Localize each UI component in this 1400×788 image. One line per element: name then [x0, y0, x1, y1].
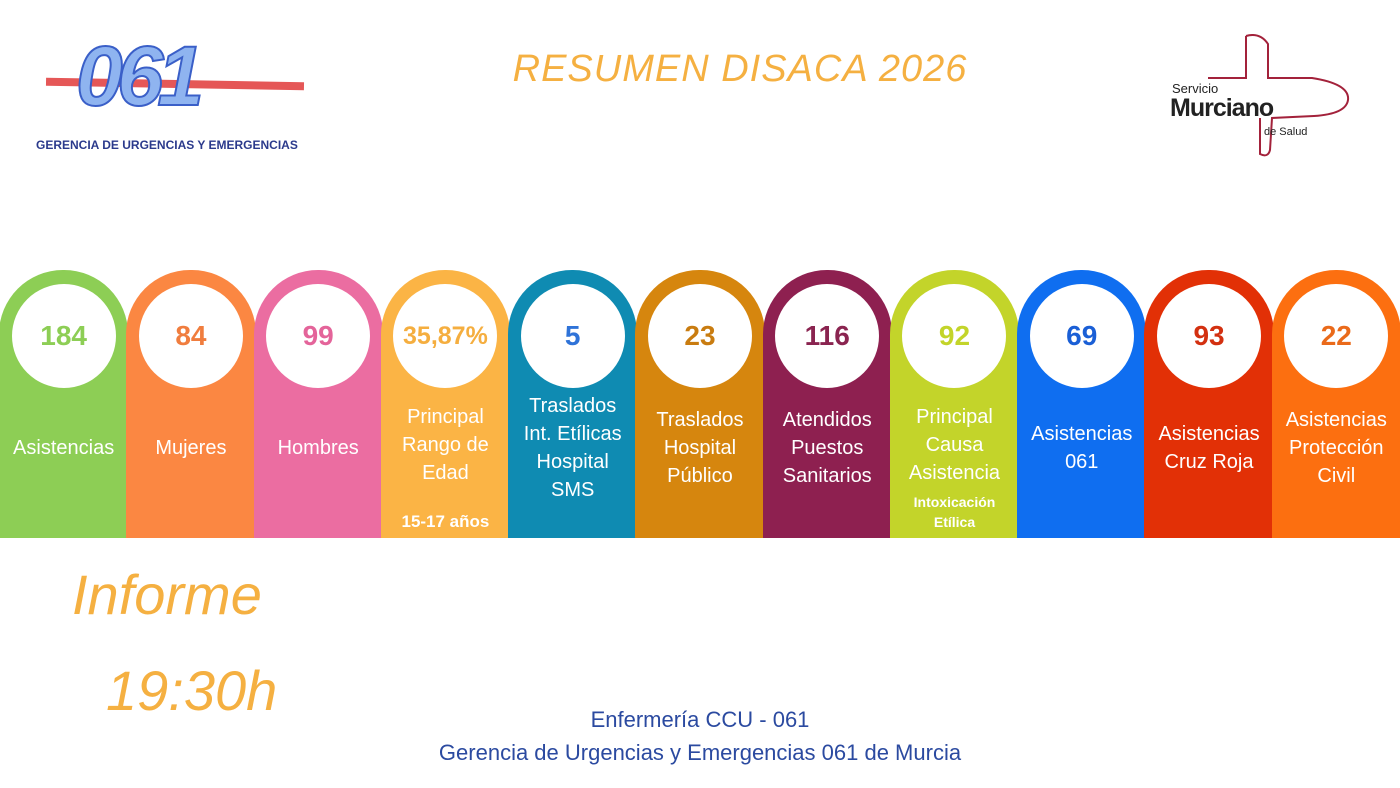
stat-card: 99 Hombres	[253, 270, 383, 538]
report-time: 19:30h	[106, 659, 278, 722]
cross-icon	[1208, 34, 1350, 157]
logo-servicio-murciano-salud: Servicio Murciano de Salud	[1168, 34, 1358, 158]
footer-line-1: Enfermería CCU - 061	[590, 707, 810, 732]
stats-cards: 184 Asistencias 84 Mujeres 99 Hombres 35,87% Pr…	[0, 270, 1400, 538]
stat-label: Mujeres	[155, 437, 227, 459]
stat-card: 35,87% Principal Rango de Edad 15-17 años	[380, 270, 511, 538]
stat-label: Asistencias Protección Civil	[1285, 409, 1387, 487]
stat-card: 92 Principal Causa Asistencia Intoxicación…	[889, 270, 1020, 538]
stat-value: 5	[520, 284, 625, 388]
stat-card: 23 Traslados Hospital Público	[635, 270, 765, 538]
stat-label: Principal Causa Asistencia	[908, 406, 1001, 484]
footer-line-2: Gerencia de Urgencias y Emergencias 061 …	[438, 740, 962, 765]
stat-card: 22 Asistencias Protección Civil	[1271, 270, 1400, 538]
logo-061-number: 061	[75, 28, 205, 124]
stat-label: Traslados Hospital Público	[656, 409, 744, 487]
stat-card: 116 Atendidos Puestos Sanitarios	[762, 270, 892, 538]
stat-value: 69	[1029, 284, 1134, 388]
stat-value: 116	[775, 284, 880, 388]
logo-text-murciano: Murciano	[1170, 94, 1274, 122]
stat-card: 69 Asistencias 061	[1017, 270, 1147, 538]
logo-061: 061 GERENCIA DE URGENCIAS Y EMERGENCIAS	[36, 28, 316, 156]
logo-061-subtitle: GERENCIA DE URGENCIAS Y EMERGENCIAS	[36, 138, 298, 152]
stat-value: 22	[1284, 284, 1389, 388]
stat-value: 23	[647, 284, 752, 388]
stat-card: 184 Asistencias	[0, 270, 129, 538]
stat-label: Atendidos Puestos Sanitarios	[782, 409, 872, 487]
stat-value: 84	[138, 284, 243, 388]
stat-label: Principal Rango de Edad	[402, 406, 489, 484]
stat-label: Asistencias Cruz Roja	[1158, 423, 1260, 473]
stat-value: 93	[1157, 284, 1262, 388]
stat-label: Asistencias 061	[1031, 423, 1133, 473]
stat-value: 184	[11, 284, 116, 388]
stat-label: Asistencias	[13, 437, 115, 459]
stat-label: Hombres	[277, 437, 359, 459]
stat-card: 84 Mujeres	[126, 270, 256, 538]
stat-label: Traslados Int. Etílicas Hospital SMS	[523, 395, 622, 501]
stat-detail: 15-17 años	[401, 512, 490, 531]
stat-value: 35,87%	[393, 284, 498, 388]
stat-card: 5 Traslados Int. Etílicas Hospital SMS	[508, 270, 638, 538]
report-label: Informe	[72, 563, 262, 626]
stat-card: 93 Asistencias Cruz Roja	[1144, 270, 1274, 538]
logo-text-salud: de Salud	[1264, 126, 1308, 138]
logo-text-servicio: Servicio	[1172, 81, 1219, 96]
page-title: RESUMEN DISACA 2026	[512, 48, 968, 90]
stat-value: 92	[902, 284, 1007, 388]
stat-detail: Intoxicación Etílica	[913, 494, 996, 530]
stat-value: 99	[266, 284, 371, 388]
